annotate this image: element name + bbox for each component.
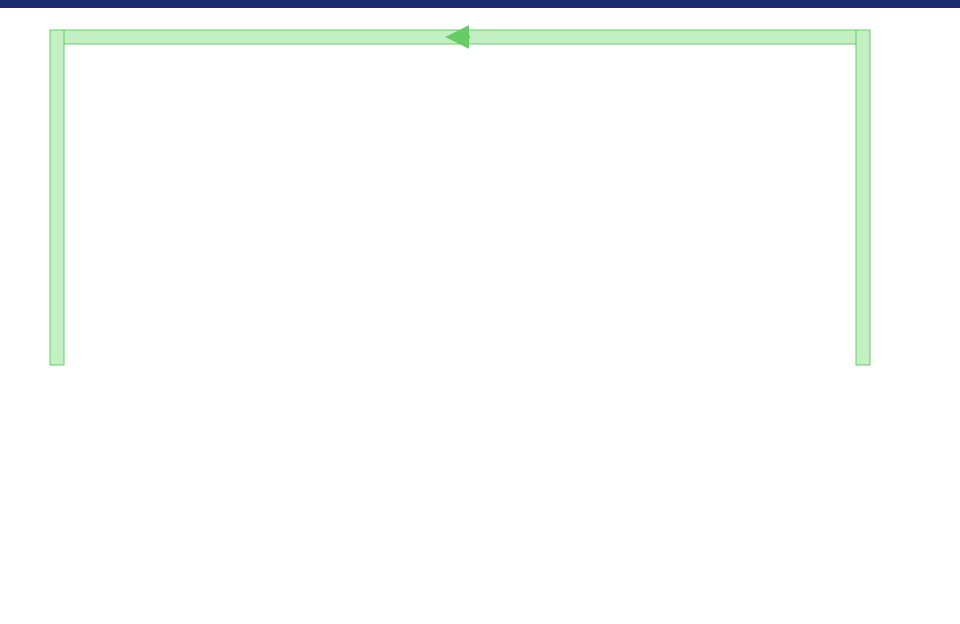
recycle-duct-left [50, 30, 64, 365]
diagram-bg [0, 8, 960, 624]
recycle-duct-right [856, 30, 870, 365]
top-bar [0, 0, 960, 8]
